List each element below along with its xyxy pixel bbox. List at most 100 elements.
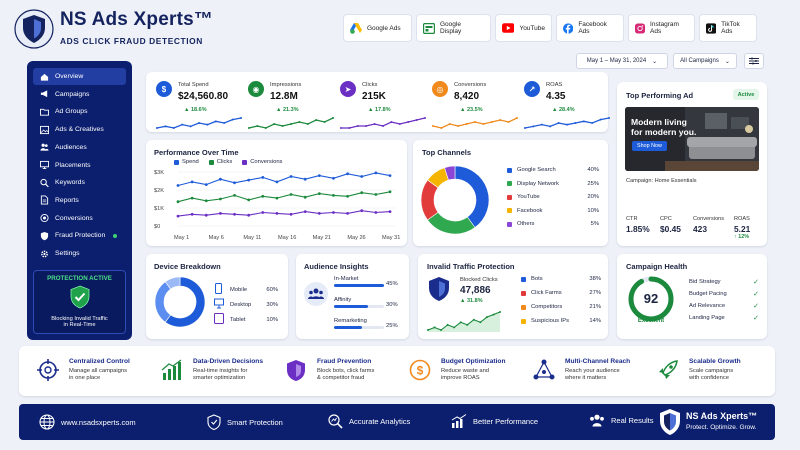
sidebar-item-placements[interactable]: Placements [33, 157, 126, 174]
data-point-spend [190, 180, 194, 184]
invalid-bots: Bots 38% [521, 276, 601, 282]
sidebar-item-settings[interactable]: Settings [33, 245, 126, 262]
y-tick-label: $3K [154, 170, 164, 176]
platform-google-ads[interactable]: Google Ads [343, 14, 412, 42]
x-tick-label: May 6 [209, 235, 224, 241]
platform-tiktok[interactable]: TikTok Ads [699, 14, 757, 42]
data-point-clicks [219, 197, 222, 201]
check-icon: ✓ [753, 279, 759, 286]
audience-insights-card: Audience Insights In-Market 45% Affinity 3… [296, 254, 409, 339]
kpi-label: Impressions [270, 82, 302, 88]
sparkline-point [446, 323, 449, 326]
kpi-spark-point [290, 123, 292, 125]
data-point-conversions [261, 211, 265, 214]
health-title: Campaign Health [626, 262, 688, 271]
kpi-spark-point [415, 119, 418, 121]
date-range-select[interactable]: May 1 – May 31, 2024 ⌄ [576, 53, 668, 69]
blocked-clicks-label: Blocked Clicks [460, 277, 498, 283]
kpi-value: 8,420 [454, 91, 480, 102]
monitor-icon [40, 160, 49, 170]
kpi-spark-point [240, 117, 242, 119]
kpi-spark-point [398, 123, 401, 125]
brand-shield-icon [660, 409, 680, 435]
sidebar-item-ad-groups[interactable]: Ad Groups [33, 103, 126, 120]
desktop-icon [214, 298, 224, 311]
x-tick-label: May 21 [313, 235, 331, 241]
data-point-spend [317, 174, 321, 177]
kpi-spark-point [323, 121, 326, 123]
top-channels-donut [420, 165, 490, 235]
youtube-icon [502, 23, 515, 33]
kpi-clicks[interactable]: ➤ Clicks 215K ▲ 17.8% [338, 72, 426, 132]
sidebar-item-fraud-protection[interactable]: Fraud Protection [33, 227, 126, 244]
data-point-spend [233, 181, 236, 185]
sidebar-item-campaigns[interactable]: Campaigns [33, 86, 126, 103]
platform-youtube[interactable]: YouTube [495, 14, 552, 42]
sidebar-item-ads-creatives[interactable]: Ads & Creatives [33, 121, 126, 138]
facebook-icon [563, 22, 574, 34]
kpi-strip: $ Total Spend $24,560.80 ▲ 18.6% ◉ Impre… [146, 72, 610, 132]
protection-title: PROTECTION ACTIVE [47, 275, 112, 282]
kpi-value: 12.8M [270, 91, 298, 102]
health-item-bid-strategy: Bid Strategy ✓ [689, 279, 759, 286]
data-point-spend [374, 171, 378, 175]
kpi-roas[interactable]: ↗ ROAS 4.35 ▲ 28.4% [522, 72, 610, 132]
kpi-spark-point [164, 125, 167, 128]
channel-facebook: Facebook 10% [507, 208, 599, 214]
performance-title: Performance Over Time [154, 148, 239, 157]
invalid-competitors: Competitors 21% [521, 304, 601, 310]
series-line-conversions [177, 210, 391, 217]
sidebar-item-reports[interactable]: Reports [33, 192, 126, 209]
kpi-clicks-icon: ➤ [340, 81, 356, 97]
device-slice [154, 281, 172, 323]
kpi-conversions[interactable]: ◎ Conversions 8,420 ▲ 23.5% [430, 72, 518, 132]
google-ads-icon [350, 22, 362, 34]
users-icon [304, 282, 328, 306]
data-point-clicks [346, 194, 349, 198]
feature-scalable-growth: Scalable Growth Scale campaigns with con… [657, 356, 775, 388]
kpi-spark-point [490, 121, 493, 123]
brand-shield-icon [14, 9, 54, 49]
platform-facebook[interactable]: Facebook Ads [556, 14, 624, 42]
footer-website[interactable]: www.nsadsxperts.com [39, 414, 136, 430]
sparkline-point [479, 321, 482, 324]
invalid-title: Invalid Traffic Protection [427, 262, 515, 271]
performance-legend: Spend Clicks Conversions [174, 159, 282, 165]
shop-now-button[interactable]: Shop Now [632, 141, 667, 151]
sidebar-item-keywords[interactable]: Keywords [33, 174, 126, 191]
kpi-sparkline [524, 117, 610, 129]
kpi-delta: ▲ 17.8% [368, 107, 391, 113]
kpi-spark-point [582, 120, 585, 123]
kpi-spark-point [532, 125, 535, 128]
kpi-spark-point [306, 123, 309, 125]
footer-item-real-results: Real Results [589, 414, 654, 427]
kpi-impressions[interactable]: ◉ Impressions 12.8M ▲ 21.3% [246, 72, 334, 132]
ad-creative-image[interactable]: Modern living for modern you. Shop Now [625, 107, 759, 171]
kpi-conversions-icon: ◎ [432, 81, 448, 97]
sidebar-item-conversions[interactable]: Conversions [33, 210, 126, 227]
kpi-delta: ▲ 23.5% [460, 107, 483, 113]
campaign-select[interactable]: All Campaigns ⌄ [673, 53, 737, 69]
footer-item-better-performance: Better Performance [451, 414, 538, 428]
gauge-fill [628, 276, 674, 322]
sparkline-point [492, 313, 495, 316]
sidebar-item-overview[interactable]: Overview [33, 68, 126, 85]
kpi-spark-point [557, 122, 560, 124]
data-point-clicks [204, 199, 208, 203]
legend-item: Conversions [242, 159, 282, 165]
filter-settings-button[interactable] [744, 53, 764, 69]
device-donut [154, 276, 206, 328]
kpi-spark-point [424, 117, 426, 119]
ad-metric-cpc: CPC $0.45 [660, 216, 681, 234]
kpi-total-spend[interactable]: $ Total Spend $24,560.80 ▲ 18.6% [154, 72, 242, 132]
kpi-spark-point [214, 120, 217, 123]
y-tick-label: $2K [154, 188, 164, 194]
users-icon [40, 143, 49, 152]
platform-instagram[interactable]: Instagram Ads [628, 14, 695, 42]
kpi-spark-point [281, 125, 284, 127]
sidebar: Overview Campaigns Ad Groups Ads & Creat… [27, 61, 132, 340]
sidebar-item-audiences[interactable]: Audiences [33, 139, 126, 156]
ad-metric-roas: ROAS 5.21 ↑ 12% [734, 216, 751, 240]
platform-google-display[interactable]: Google Display [416, 14, 491, 42]
x-tick-label: May 31 [382, 235, 400, 241]
